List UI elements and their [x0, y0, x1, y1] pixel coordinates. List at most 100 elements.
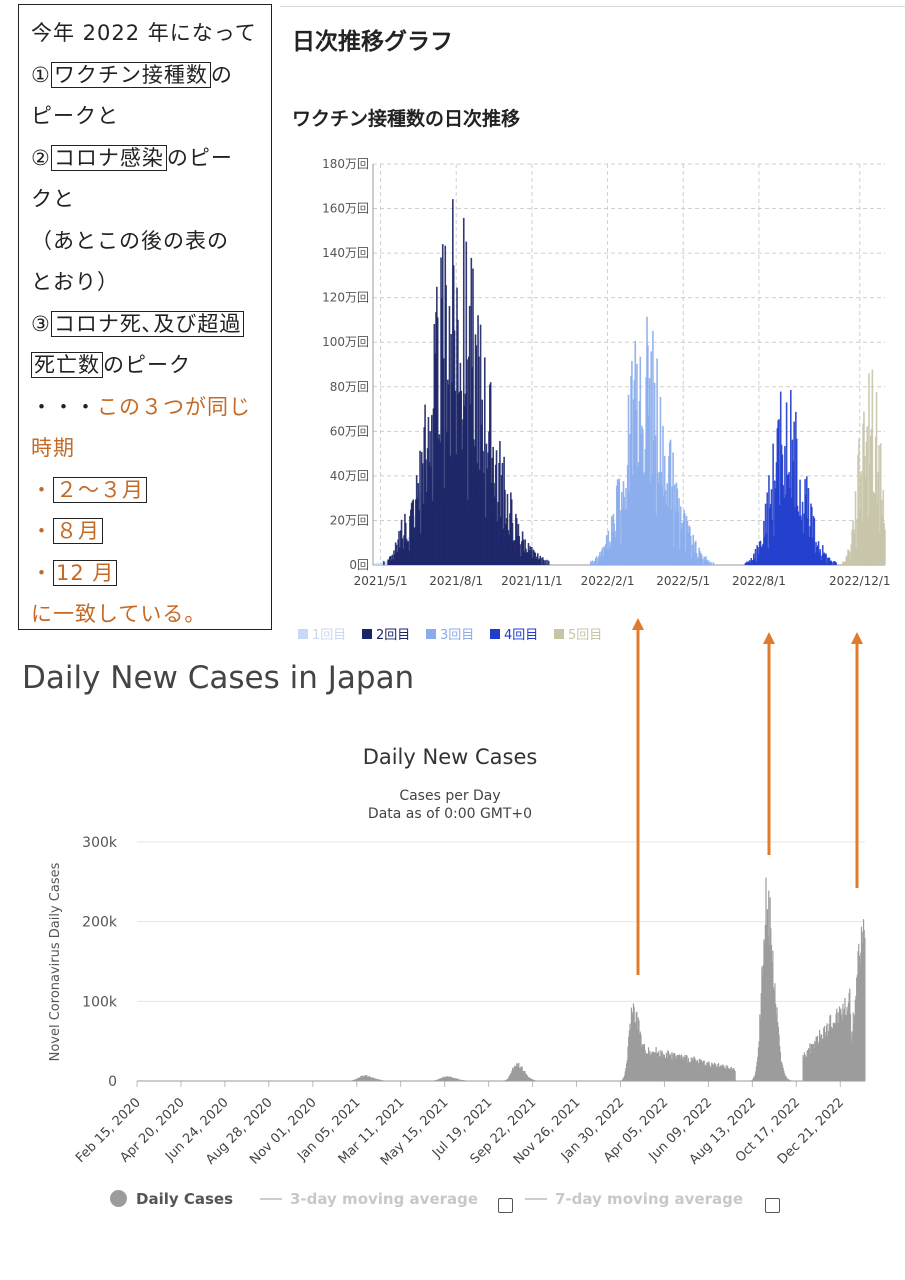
vac-bar: [789, 488, 791, 565]
cases-bar: [785, 1076, 787, 1081]
cases-bar: [685, 1057, 687, 1081]
cases-bar: [354, 1079, 356, 1081]
vac-bar: [879, 533, 881, 565]
vac-bar: [763, 536, 766, 565]
cases-bar: [353, 1079, 355, 1081]
cases-bar: [819, 1037, 821, 1081]
cases-bar: [363, 1076, 365, 1081]
vac-series-5: [842, 369, 886, 565]
vac-bar: [461, 449, 463, 565]
legend-3day-average[interactable]: 3-day moving average: [260, 1190, 478, 1208]
cases-bar: [674, 1052, 676, 1081]
cases-bar: [750, 1080, 753, 1081]
vac-bar: [825, 553, 827, 565]
cases-bar: [755, 1071, 757, 1081]
cases-bar: [722, 1066, 724, 1081]
vac-bar: [456, 287, 458, 565]
cases-bar: [446, 1076, 448, 1081]
vac-bar: [853, 533, 856, 565]
cases-bar: [858, 943, 860, 1081]
vac-bar: [538, 558, 541, 565]
cases-bar: [625, 1063, 628, 1081]
vac-bar: [446, 432, 448, 565]
cases-bar: [768, 945, 771, 1081]
vac-bar: [544, 560, 547, 565]
legend-7day-average[interactable]: 7-day moving average: [525, 1190, 743, 1208]
cases-bar: [857, 950, 859, 1081]
cases-bar: [838, 1022, 840, 1081]
cases-bar: [715, 1066, 718, 1081]
vac-legend-label-4: 4回目: [504, 628, 538, 643]
cases-bar: [516, 1067, 518, 1081]
cases-chart: Daily New Cases Cases per Day Data as of 0…: [48, 745, 866, 1169]
vac-bar: [747, 562, 749, 565]
cases-bar: [829, 1015, 831, 1081]
vac-bar: [834, 561, 837, 565]
cases-bar: [520, 1066, 523, 1081]
cases-bar: [722, 1064, 725, 1081]
cases-bar: [774, 983, 776, 1081]
vac-bar: [531, 546, 533, 565]
cases-bar: [769, 897, 771, 1081]
cases-bar: [717, 1063, 719, 1081]
vac-bar: [789, 390, 792, 565]
cases-bar: [764, 943, 766, 1081]
legend-daily-cases[interactable]: Daily Cases: [110, 1190, 233, 1208]
cases-bar: [680, 1055, 682, 1081]
vac-bar: [425, 459, 427, 565]
avg7-checkbox[interactable]: [765, 1198, 780, 1213]
vac-bar: [533, 551, 536, 565]
vac-bar: [687, 532, 690, 565]
vac-bar: [399, 530, 402, 565]
vac-bar: [827, 557, 830, 565]
vac-bar: [866, 426, 869, 565]
cases-bar: [456, 1078, 458, 1081]
cases-bar: [458, 1079, 460, 1081]
vac-bar: [436, 286, 438, 565]
vac-bar: [626, 464, 629, 565]
cases-bar: [676, 1058, 678, 1081]
cases-bar: [462, 1080, 464, 1081]
vac-bar: [810, 503, 812, 565]
cases-bar: [713, 1065, 715, 1081]
cases-bar: [864, 937, 866, 1081]
cases-bar: [814, 1040, 816, 1081]
vac-bar: [777, 420, 779, 565]
cases-bar: [667, 1050, 669, 1081]
vac-bar: [867, 516, 869, 565]
vac-bar: [492, 446, 494, 565]
vac-bar: [474, 334, 477, 565]
cases-bar: [849, 1013, 852, 1081]
avg3-checkbox[interactable]: [498, 1198, 513, 1213]
vac-bar: [883, 523, 885, 565]
vac-bar: [453, 330, 456, 565]
vac-bar: [675, 482, 678, 565]
cases-bar: [840, 1008, 842, 1081]
cases-bar: [728, 1068, 730, 1081]
vac-y-tick-label: 20万回: [330, 513, 369, 527]
vaccine-section-heading: 日次推移グラフ: [292, 29, 453, 55]
vac-bar: [494, 496, 496, 565]
cases-bar: [679, 1058, 681, 1081]
cases-bar: [503, 1080, 505, 1081]
cases-bar: [624, 1071, 626, 1081]
cases-bar: [676, 1055, 679, 1081]
vac-bar: [624, 509, 626, 565]
vac-bar: [401, 538, 404, 565]
vac-bar: [400, 519, 403, 565]
vac-bar: [506, 493, 509, 565]
vac-bar: [423, 427, 426, 565]
cases-bar: [459, 1079, 461, 1081]
vac-bar: [779, 391, 782, 565]
cases-bar: [439, 1078, 441, 1081]
vac-bar: [431, 500, 434, 565]
vac-y-tick-label: 140万回: [322, 246, 369, 260]
vac-bar: [678, 498, 680, 565]
vac-bar: [420, 451, 423, 565]
vac-bar: [786, 474, 789, 565]
cases-chart-title: Daily New Cases: [363, 745, 538, 769]
vac-bar: [621, 492, 623, 565]
cases-y-tick-label: 100k: [82, 994, 118, 1010]
cases-bar: [518, 1062, 520, 1081]
cases-bar: [683, 1059, 685, 1081]
